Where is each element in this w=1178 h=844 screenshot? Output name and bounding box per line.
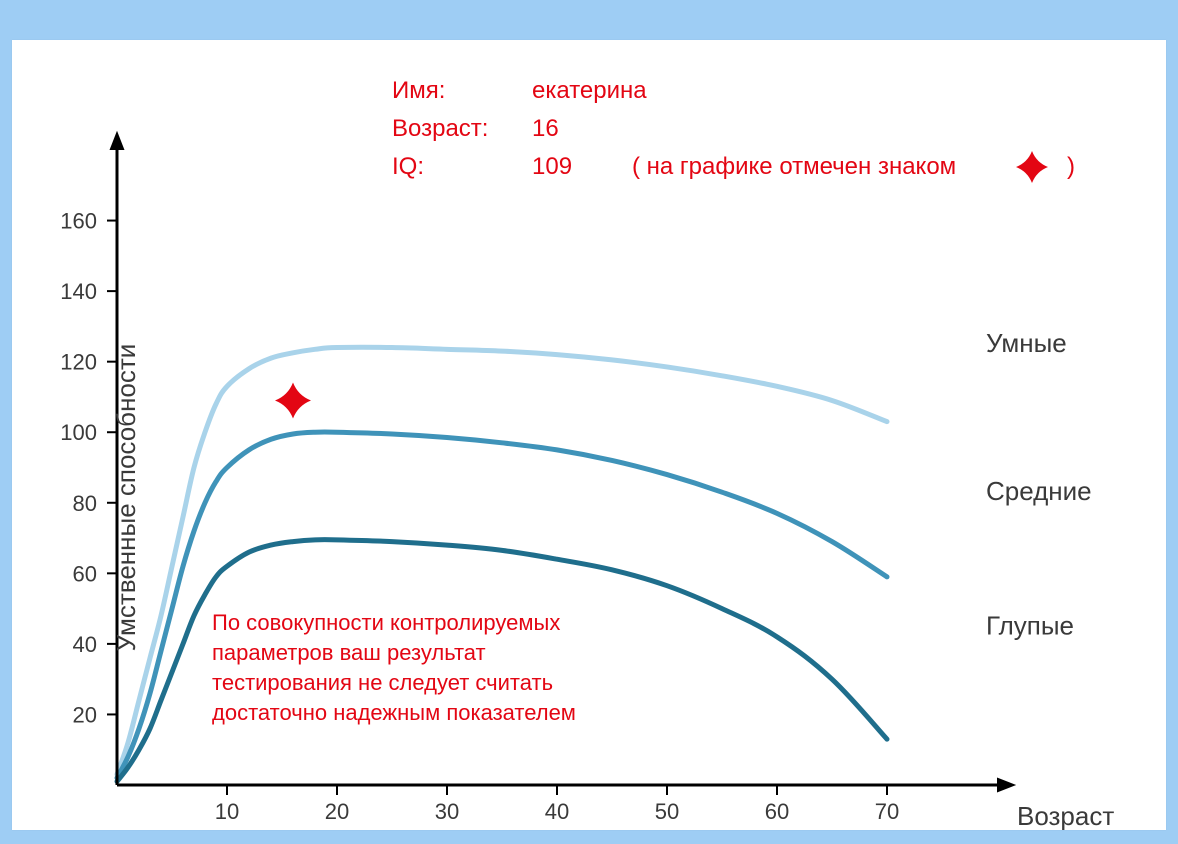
- info-label-0: Имя:: [392, 77, 445, 104]
- iq-note-star-icon: [1016, 151, 1048, 183]
- series-label-Глупые: Глупые: [986, 610, 1074, 640]
- y-tick-label: 80: [73, 491, 97, 516]
- footer-note-line-0: По совокупности контролируемых: [212, 610, 560, 635]
- footer-note-line-1: параметров ваш результат: [212, 640, 486, 665]
- footer-note-line-2: тестирования не следует считать: [212, 670, 553, 695]
- y-axis-arrow: [110, 131, 125, 150]
- x-tick-label: 40: [545, 799, 569, 824]
- y-tick-label: 120: [60, 350, 97, 375]
- info-label-2: IQ:: [392, 153, 424, 180]
- x-axis-arrow: [997, 778, 1016, 793]
- info-value-2: 109: [532, 153, 572, 180]
- series-label-Умные: Умные: [986, 328, 1067, 358]
- x-tick-label: 60: [765, 799, 789, 824]
- iq-note-suffix: ): [1067, 153, 1075, 180]
- series-Средние: [117, 432, 887, 778]
- x-tick-label: 30: [435, 799, 459, 824]
- y-tick-label: 60: [73, 561, 97, 586]
- x-axis-label: Возраст: [1017, 801, 1114, 830]
- x-tick-label: 50: [655, 799, 679, 824]
- y-tick-label: 100: [60, 420, 97, 445]
- y-tick-label: 160: [60, 209, 97, 234]
- chart-panel: 10 20 30 40 50 60 70 20 40 60 80 100 120 140 160 Возрас…: [12, 40, 1166, 830]
- y-tick-label: 20: [73, 702, 97, 727]
- result-marker-icon: [275, 382, 311, 418]
- y-axis-label: Умственные способности: [111, 344, 141, 652]
- info-value-1: 16: [532, 115, 559, 142]
- outer-frame: 10 20 30 40 50 60 70 20 40 60 80 100 120 140 160 Возрас…: [0, 0, 1178, 844]
- x-tick-label: 20: [325, 799, 349, 824]
- y-tick-label: 140: [60, 279, 97, 304]
- iq-note-prefix: ( на графике отмечен знаком: [632, 153, 956, 180]
- info-label-1: Возраст:: [392, 115, 488, 142]
- footer-note: По совокупности контролируемых параметров…: [212, 610, 576, 725]
- chart-svg: 10 20 30 40 50 60 70 20 40 60 80 100 120 140 160 Возрас…: [12, 40, 1166, 830]
- info-value-0: екатерина: [532, 77, 647, 104]
- footer-note-line-3: достаточно надежным показателем: [212, 700, 576, 725]
- x-tick-label: 10: [215, 799, 239, 824]
- x-tick-label: 70: [875, 799, 899, 824]
- info-block: Имя: екатерина Возраст: 16 IQ: 109 ( на график…: [392, 77, 1075, 183]
- y-tick-label: 40: [73, 632, 97, 657]
- series-label-Средние: Средние: [986, 476, 1092, 506]
